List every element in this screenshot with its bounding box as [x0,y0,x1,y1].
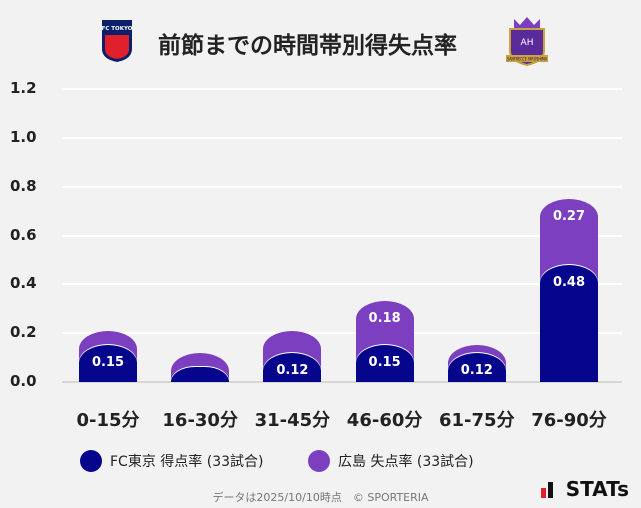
x-tick-label: 0-15分 [76,410,140,431]
data-label-fc-tokyo: 0.15 [368,355,401,371]
legend-label: FC東京 得点率 (33試合) [110,454,264,470]
y-tick-label: 0.6 [10,225,37,244]
gridline [62,136,622,139]
gridline [62,185,622,188]
legend-swatch [80,450,102,472]
source-note: データは2025/10/10時点 © SPORTERIA [212,491,429,504]
data-label-fc-tokyo: 0.12 [276,362,309,378]
data-label-fc-tokyo: 0.15 [91,355,125,371]
x-tick-label: 46-60分 [346,410,423,431]
gridline [62,88,622,90]
bar-fc-tokyo [540,264,598,382]
legend-item-fc-tokyo: FC東京 得点率 (33試合) [80,450,263,472]
bar-fc-tokyo [79,345,137,382]
y-tick-label: 1.2 [10,79,37,97]
x-tick-label: 76-90分 [531,410,607,431]
stats-label: STATs [565,477,629,501]
gridline [62,234,622,237]
bar-fc-tokyo [355,345,414,382]
svg-text:AH: AH [521,38,534,48]
page-title: 前節までの時間帯別得失点率 [158,33,457,59]
legend-swatch [308,450,330,472]
stats-brand: STATs [540,477,629,501]
bar-fc-tokyo [171,367,230,382]
x-tick-label: 31-45分 [254,410,331,431]
data-label-fc-tokyo: 0.48 [552,274,586,290]
fc-tokyo-logo: FC TOKYO [101,19,133,63]
x-tick-label: 61-75分 [439,410,515,431]
y-tick-label: 0.2 [10,323,37,342]
data-label-fc-tokyo: 0.12 [460,362,493,378]
y-tick-label: 1.0 [10,127,37,146]
away-logo-text: SANFRECCE HIROSHIMA [507,57,547,62]
data-label-hiroshima: 0.18 [368,311,401,327]
gridline [62,283,622,286]
home-logo-text: FC TOKYO [102,26,133,32]
legend-item-hiroshima: 広島 失点率 (33試合) [308,450,474,472]
bar-fc-tokyo [263,352,322,382]
data-label-hiroshima: 0.27 [552,208,586,224]
legend-label: 広島 失点率 (33試合) [338,454,474,470]
x-axis-line [62,381,622,383]
y-tick-label: 0.8 [10,176,37,195]
x-tick-label: 16-30分 [162,410,238,431]
bar-fc-tokyo [447,352,506,382]
stats-logo-icon [540,482,553,498]
y-tick-label: 0.4 [10,274,37,293]
sanfrecce-logo: AH SANFRECCE HIROSHIMA [504,15,550,67]
gridline [62,332,622,335]
y-tick-label: 0.0 [10,372,37,390]
